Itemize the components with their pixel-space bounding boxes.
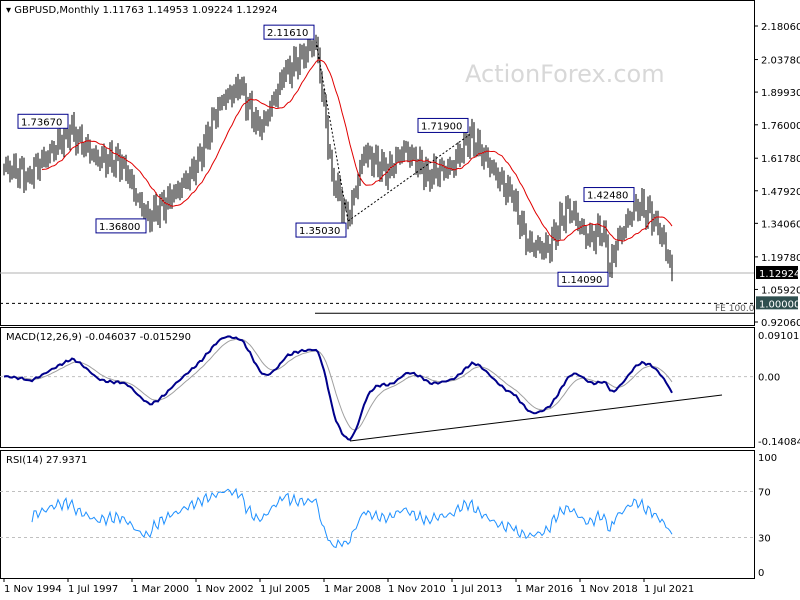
- time-tick-label: 1 Jul 2021: [644, 584, 694, 595]
- macd-title: MACD(12,26,9) -0.046037 -0.015290: [6, 332, 191, 343]
- time-tick-label: 1 Jul 2005: [260, 584, 310, 595]
- watermark: ActionForex.com: [465, 60, 665, 88]
- time-tick-label: 1 Jul 1997: [68, 584, 118, 595]
- rsi-tick-label: 70: [758, 488, 771, 499]
- chart-title: ▾ GBPUSD,Monthly 1.11763 1.14953 1.09224…: [6, 5, 278, 16]
- price-tick-label: 1.61780: [761, 154, 800, 165]
- macd-signal-line: [3, 338, 673, 431]
- rsi-tick-label: 0: [758, 568, 764, 579]
- swing-label: 2.11610: [267, 28, 308, 39]
- macd-line: [3, 335, 673, 441]
- price-tick-label: 1.34060: [761, 219, 800, 230]
- moving-average-line: [41, 59, 673, 242]
- price-tick-label: 1.47920: [761, 187, 800, 198]
- level-badge: [756, 296, 798, 310]
- last-price-label: 1.12924: [759, 269, 800, 280]
- swing-label-box: [417, 117, 469, 133]
- main-panel-border: [0, 0, 755, 326]
- price-tick-label: 1.05920: [761, 285, 800, 296]
- macd-panel-border: [0, 327, 755, 448]
- fe-label: FE 100.0: [715, 304, 755, 314]
- time-tick-label: 1 Nov 2010: [388, 584, 446, 595]
- swing-label: 1.71900: [421, 121, 462, 132]
- macd-tick-label: 0.091015: [758, 331, 800, 342]
- swing-label-box: [95, 218, 147, 234]
- time-tick-label: 1 Nov 1994: [4, 584, 62, 595]
- price-tick-label: 1.76000: [761, 121, 800, 132]
- rsi-panel-border: [0, 450, 755, 579]
- fibo-trendline: [347, 134, 471, 222]
- time-tick-label: 1 Nov 2018: [580, 584, 638, 595]
- price-tick-label: 1.19780: [761, 253, 800, 264]
- swing-label-box: [557, 271, 609, 287]
- swing-label-box: [17, 113, 69, 129]
- time-tick-label: 1 Mar 2008: [324, 584, 381, 595]
- swing-label: 1.73670: [21, 117, 62, 128]
- rsi-line: [31, 487, 673, 549]
- time-tick-label: 1 Nov 2002: [196, 584, 254, 595]
- swing-label: 1.14090: [561, 275, 602, 286]
- last-price-badge: [756, 265, 798, 279]
- macd-tick-label: 0.00: [758, 373, 780, 384]
- time-tick-label: 1 Mar 2000: [132, 584, 189, 595]
- swing-label: 1.42480: [587, 191, 628, 202]
- rsi-tick-label: 100: [758, 453, 777, 464]
- fibo-trendline: [315, 41, 349, 222]
- rsi-tick-label: 30: [758, 534, 771, 545]
- price-tick-label: 0.92060: [761, 318, 800, 329]
- swing-label: 1.36800: [99, 222, 140, 233]
- rsi-title: RSI(14) 27.9371: [6, 455, 87, 466]
- level-label: 1.00000: [759, 299, 800, 310]
- swing-label: 1.35030: [299, 226, 340, 237]
- price-tick-label: 1.89930: [761, 88, 800, 99]
- time-tick-label: 1 Mar 2016: [516, 584, 573, 595]
- price-tick-label: 2.03780: [761, 56, 800, 67]
- swing-label-box: [295, 222, 347, 238]
- price-tick-label: 2.18060: [761, 22, 800, 33]
- swing-label-box: [583, 187, 635, 203]
- time-tick-label: 1 Jul 2013: [452, 584, 502, 595]
- macd-trendline: [349, 394, 723, 442]
- swing-label-box: [263, 24, 315, 40]
- macd-tick-label: -0.140843: [758, 437, 800, 448]
